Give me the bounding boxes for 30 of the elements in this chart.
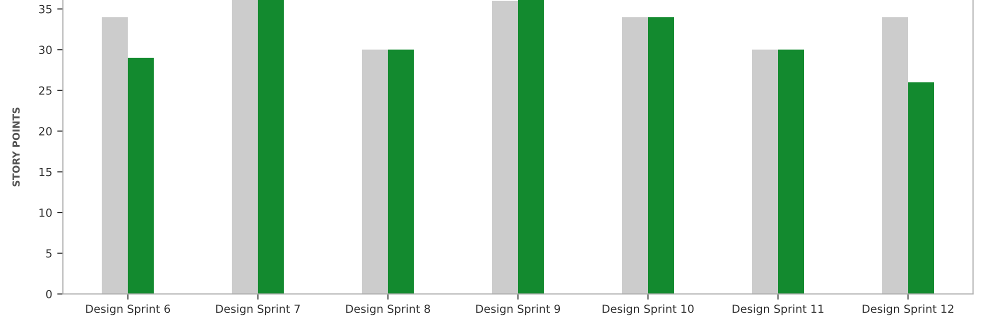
x-tick-label: Design Sprint 8 (346, 304, 430, 316)
bar (102, 17, 128, 294)
bar (908, 82, 934, 294)
y-tick-label: 15 (40, 168, 52, 176)
y-tick-label: 25 (39, 86, 52, 95)
bar (752, 50, 778, 294)
bar (388, 50, 414, 294)
y-axis-title: STORY POINTS (12, 108, 20, 186)
bar (232, 0, 258, 294)
y-tick-label: 30 (39, 46, 52, 54)
y-tick-label: 35 (39, 4, 52, 14)
bar (622, 17, 648, 294)
y-tick-label: 20 (39, 127, 52, 136)
x-tick-label: Design Sprint 10 (602, 304, 694, 316)
bar (258, 0, 284, 294)
x-tick-label: Design Sprint 6 (86, 304, 170, 316)
bar (882, 17, 908, 294)
bar (362, 50, 388, 294)
bar (648, 17, 674, 294)
x-tick-label: Design Sprint 12 (862, 304, 954, 316)
y-tick-label: 5 (46, 249, 52, 258)
x-tick-label: Design Sprint 9 (476, 304, 560, 316)
bar (128, 58, 154, 294)
x-tick-label: Design Sprint 11 (732, 304, 824, 316)
x-tick-label: Design Sprint 7 (216, 304, 300, 316)
y-tick-label: 10 (40, 208, 52, 217)
bar (518, 0, 544, 294)
bar (492, 0, 518, 294)
bar (778, 50, 804, 294)
y-tick-label: 0 (46, 290, 52, 298)
